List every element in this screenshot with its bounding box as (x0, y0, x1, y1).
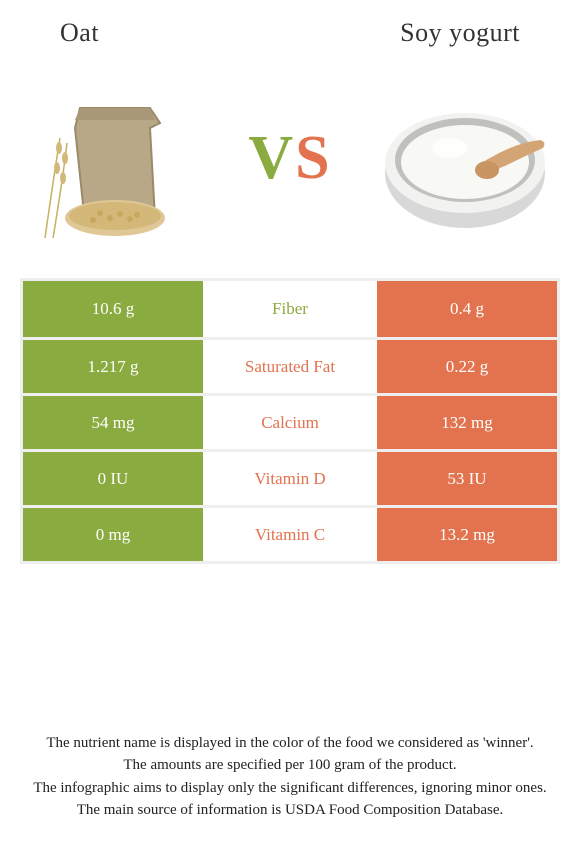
yogurt-bowl-icon (375, 68, 555, 248)
vs-label: VS (248, 123, 331, 194)
footer-line: The amounts are specified per 100 gram o… (18, 755, 562, 775)
vs-s: S (295, 124, 331, 192)
right-value: 132 mg (377, 396, 557, 449)
table-row: 54 mg Calcium 132 mg (23, 393, 557, 449)
footer-notes: The nutrient name is displayed in the co… (0, 733, 580, 822)
table-row: 10.6 g Fiber 0.4 g (23, 281, 557, 337)
right-food-title: Soy yogurt (400, 18, 520, 48)
nutrient-label: Calcium (203, 396, 377, 449)
right-value: 13.2 mg (377, 508, 557, 561)
left-value: 54 mg (23, 396, 203, 449)
nutrient-label: Vitamin D (203, 452, 377, 505)
oat-sack-icon (25, 68, 205, 248)
right-value: 53 IU (377, 452, 557, 505)
nutrient-label: Fiber (203, 281, 377, 337)
table-row: 1.217 g Saturated Fat 0.22 g (23, 337, 557, 393)
table-row: 0 IU Vitamin D 53 IU (23, 449, 557, 505)
left-food-image (25, 68, 205, 248)
footer-line: The main source of information is USDA F… (18, 800, 562, 820)
left-value: 1.217 g (23, 340, 203, 393)
nutrient-label: Vitamin C (203, 508, 377, 561)
nutrient-label: Saturated Fat (203, 340, 377, 393)
footer-line: The infographic aims to display only the… (18, 778, 562, 798)
left-value: 10.6 g (23, 281, 203, 337)
right-value: 0.22 g (377, 340, 557, 393)
left-value: 0 IU (23, 452, 203, 505)
left-value: 0 mg (23, 508, 203, 561)
left-food-title: Oat (60, 18, 99, 48)
right-food-image (375, 68, 555, 248)
right-value: 0.4 g (377, 281, 557, 337)
vs-v: V (248, 124, 295, 192)
table-row: 0 mg Vitamin C 13.2 mg (23, 505, 557, 561)
nutrient-table: 10.6 g Fiber 0.4 g 1.217 g Saturated Fat… (20, 278, 560, 564)
footer-line: The nutrient name is displayed in the co… (18, 733, 562, 753)
images-row: VS (0, 48, 580, 278)
